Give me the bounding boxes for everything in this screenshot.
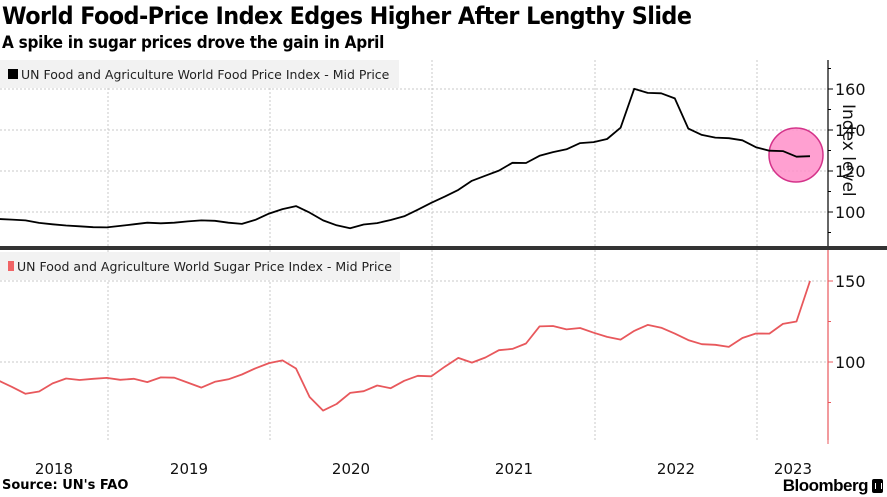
chart-subtitle: A spike in sugar prices drove the gain i… bbox=[2, 33, 385, 53]
x-tick-label: 2020 bbox=[332, 460, 370, 478]
legend-swatch-food bbox=[8, 69, 18, 79]
chart-title: World Food-Price Index Edges Higher Afte… bbox=[2, 2, 692, 30]
highlight-circle bbox=[768, 127, 824, 183]
x-tick-label: 2021 bbox=[495, 460, 533, 478]
y-tick-label-bottom: 150 bbox=[835, 272, 866, 291]
grid-layer bbox=[0, 60, 828, 440]
legend-food-index[interactable]: UN Food and Agriculture World Food Price… bbox=[0, 60, 399, 88]
bloomberg-terminal-icon bbox=[872, 479, 883, 493]
label-layer: 100 120 140 160 100 150 2018 2019 2020 2021 2022 20… bbox=[35, 80, 866, 478]
axis-layer bbox=[0, 60, 887, 444]
brand-name: Bloomberg bbox=[782, 476, 869, 495]
highlight-layer bbox=[768, 127, 824, 183]
y-tick-label-top: 100 bbox=[835, 203, 866, 222]
x-tick-label: 2023 bbox=[774, 460, 812, 478]
legend-swatch-sugar bbox=[8, 261, 15, 271]
legend-label-sugar: UN Food and Agriculture World Sugar Pric… bbox=[17, 258, 392, 274]
sugar-index-line bbox=[0, 280, 811, 412]
x-tick-label: 2019 bbox=[170, 460, 208, 478]
bloomberg-logo: Bloomberg bbox=[783, 476, 883, 496]
y-axis-title-top: Index level bbox=[838, 104, 858, 197]
source-note: Source: UN's FAO bbox=[2, 478, 129, 493]
y-tick-label-top: 140 bbox=[835, 121, 866, 140]
y-tick-label-top: 120 bbox=[835, 162, 866, 181]
legend-sugar-index[interactable]: UN Food and Agriculture World Sugar Pric… bbox=[0, 252, 400, 280]
x-tick-label: 2018 bbox=[35, 460, 73, 478]
legend-label-food: UN Food and Agriculture World Food Price… bbox=[21, 66, 390, 82]
food-index-line bbox=[0, 87, 811, 230]
y-tick-label-bottom: 100 bbox=[835, 353, 866, 372]
y-tick-label-top: 160 bbox=[835, 80, 866, 99]
x-tick-label: 2022 bbox=[657, 460, 695, 478]
series-layer bbox=[0, 87, 811, 412]
panel-divider bbox=[0, 246, 887, 250]
